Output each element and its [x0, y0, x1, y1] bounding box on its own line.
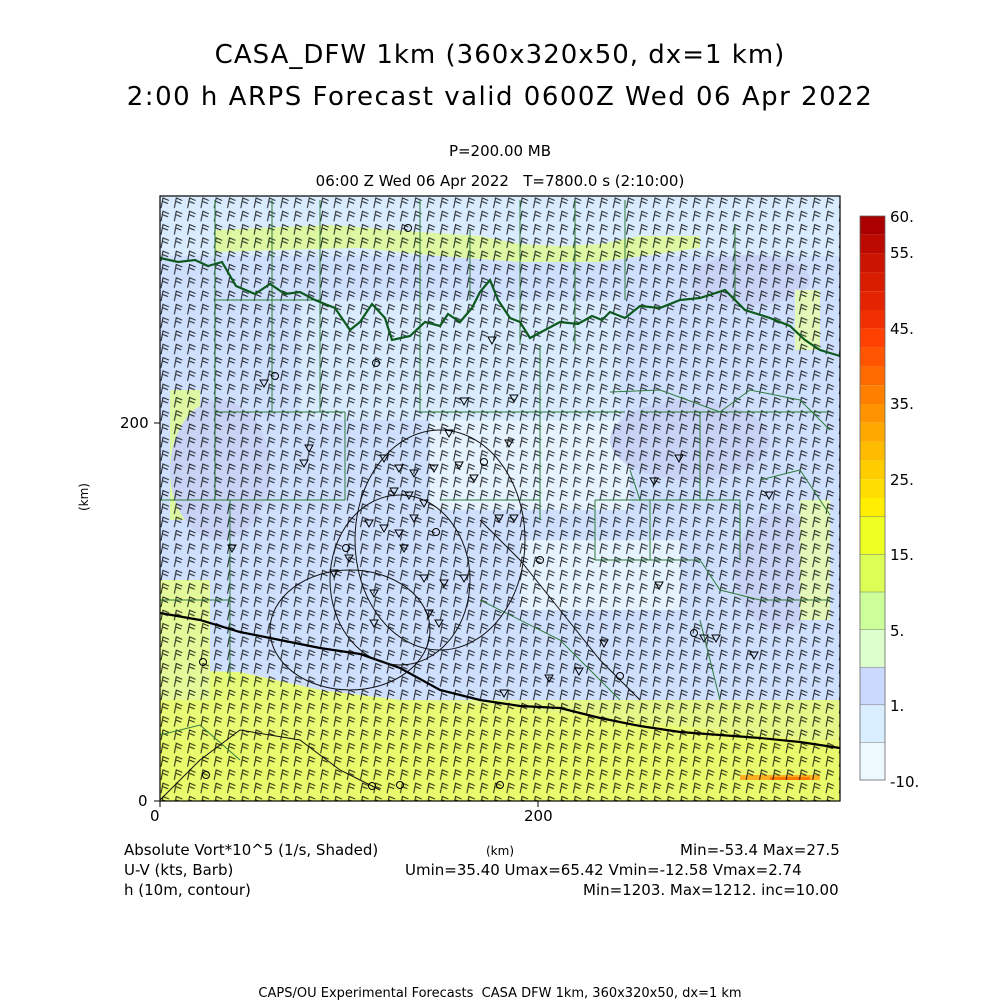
y-tick-0: 0	[138, 792, 148, 810]
border-line-south	[160, 611, 840, 750]
colorbar-label: 15.	[890, 546, 914, 564]
colorbar-label: 45.	[890, 320, 914, 338]
colorbar-label: 1.	[890, 697, 905, 715]
border-line-north	[160, 256, 840, 358]
legend-var3-stats: Min=1203. Max=1212. inc=10.00	[583, 881, 839, 899]
colorbar	[859, 215, 886, 781]
colorbar-label: 25.	[890, 471, 914, 489]
legend-var2: U-V (kts, Barb)	[124, 861, 234, 879]
county-boundaries	[160, 200, 831, 761]
colorbar-label: 5.	[890, 622, 905, 640]
station-markers	[199, 224, 774, 790]
legend-var3: h (10m, contour)	[124, 881, 251, 899]
colorbar-label: -10.	[890, 773, 920, 791]
pressure-level: P=200.00 MB	[448, 142, 552, 160]
axis-ticks	[154, 422, 539, 807]
legend-var2-stats: Umin=35.40 Umax=65.42 Vmin=-12.58 Vmax=2…	[405, 861, 802, 879]
colorbar-label: 35.	[890, 395, 914, 413]
title-line-1: CASA_DFW 1km (360x320x50, dx=1 km)	[214, 40, 786, 70]
x-tick-200: 200	[524, 807, 553, 825]
valid-time: 06:00 Z Wed 06 Apr 2022 T=7800.0 s (2:10…	[315, 172, 685, 190]
colorbar-label: 60.	[890, 208, 914, 226]
legend-var1-stats: Min=-53.4 Max=27.5	[680, 841, 840, 859]
height-contours	[160, 429, 641, 801]
x-axis-label: (km)	[486, 844, 515, 858]
title-line-2: 2:00 h ARPS Forecast valid 0600Z Wed 06 …	[126, 82, 874, 112]
vorticity-shading	[160, 196, 840, 801]
colorbar-label: 55.	[890, 244, 914, 262]
footer-credit: CAPS/OU Experimental Forecasts CASA DFW …	[258, 986, 742, 1001]
y-tick-200: 200	[120, 414, 149, 432]
plot-frame	[159, 195, 841, 802]
legend-var1: Absolute Vort*10^5 (1/s, Shaded)	[124, 841, 379, 859]
y-axis-label: (km)	[77, 482, 92, 512]
x-tick-0: 0	[150, 807, 160, 825]
